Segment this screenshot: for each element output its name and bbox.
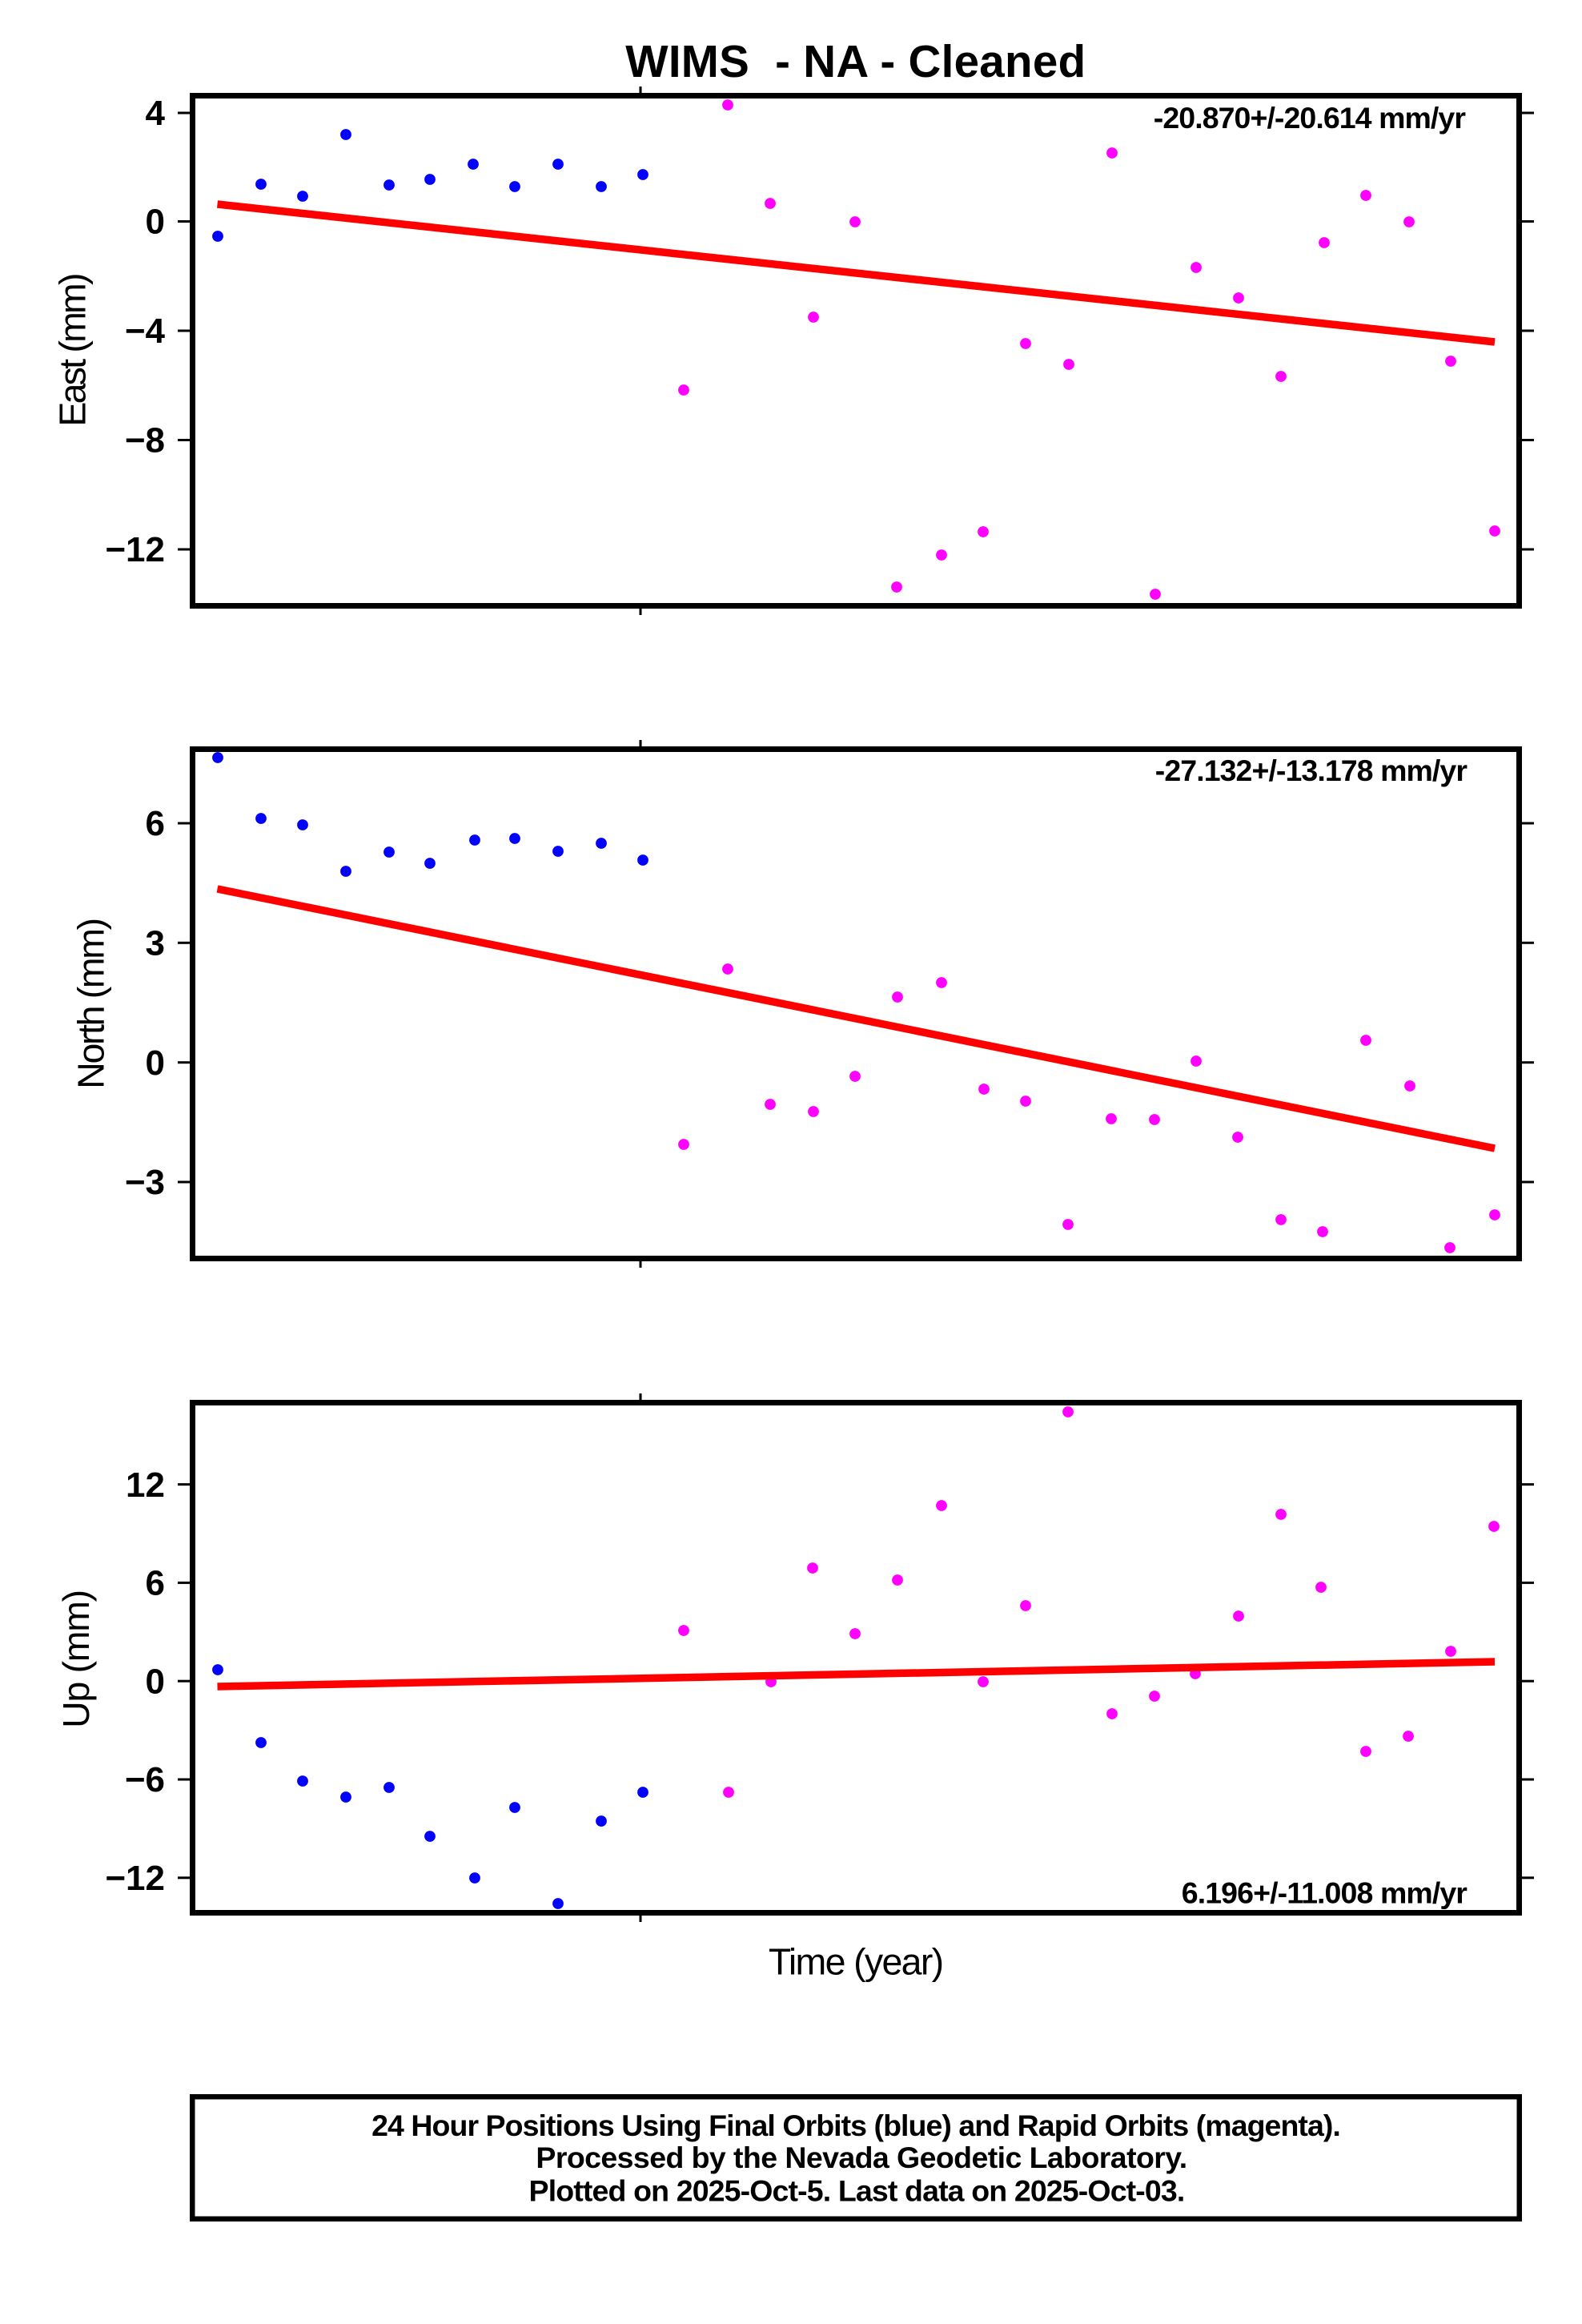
svg-text:0: 0 <box>146 1043 165 1083</box>
svg-text:Time (year): Time (year) <box>769 1940 943 1982</box>
svg-text:−12: −12 <box>105 530 165 569</box>
svg-text:−12: −12 <box>105 1859 165 1898</box>
svg-text:−6: −6 <box>125 1760 165 1799</box>
svg-text:24 Hour Positions Using Final: 24 Hour Positions Using Final Orbits (bl… <box>371 2109 1340 2142</box>
svg-text:Up (mm): Up (mm) <box>55 1590 97 1728</box>
svg-text:0: 0 <box>146 203 165 242</box>
svg-text:-20.870+/-20.614 mm/yr: -20.870+/-20.614 mm/yr <box>1154 101 1467 135</box>
svg-text:Processed by the Nevada Geodet: Processed by the Nevada Geodetic Laborat… <box>536 2141 1186 2174</box>
svg-text:0: 0 <box>146 1662 165 1701</box>
svg-text:East (mm): East (mm) <box>52 275 94 427</box>
svg-text:12: 12 <box>126 1466 165 1505</box>
svg-text:North (mm): North (mm) <box>70 919 112 1089</box>
svg-text:−8: −8 <box>125 421 165 460</box>
svg-text:6: 6 <box>146 804 165 843</box>
svg-text:3: 3 <box>146 924 165 963</box>
svg-text:4: 4 <box>146 94 166 133</box>
svg-text:6: 6 <box>146 1564 165 1603</box>
svg-text:−3: −3 <box>125 1163 165 1202</box>
svg-text:−4: −4 <box>125 312 166 351</box>
svg-text:WIMS - NA - Cleaned: WIMS - NA - Cleaned <box>625 36 1086 86</box>
svg-text:6.196+/-11.008 mm/yr: 6.196+/-11.008 mm/yr <box>1182 1876 1468 1910</box>
svg-text:Plotted on 2025-Oct-5. Last da: Plotted on 2025-Oct-5. Last data on 2025… <box>529 2174 1185 2208</box>
svg-text:-27.132+/-13.178 mm/yr: -27.132+/-13.178 mm/yr <box>1155 754 1468 787</box>
